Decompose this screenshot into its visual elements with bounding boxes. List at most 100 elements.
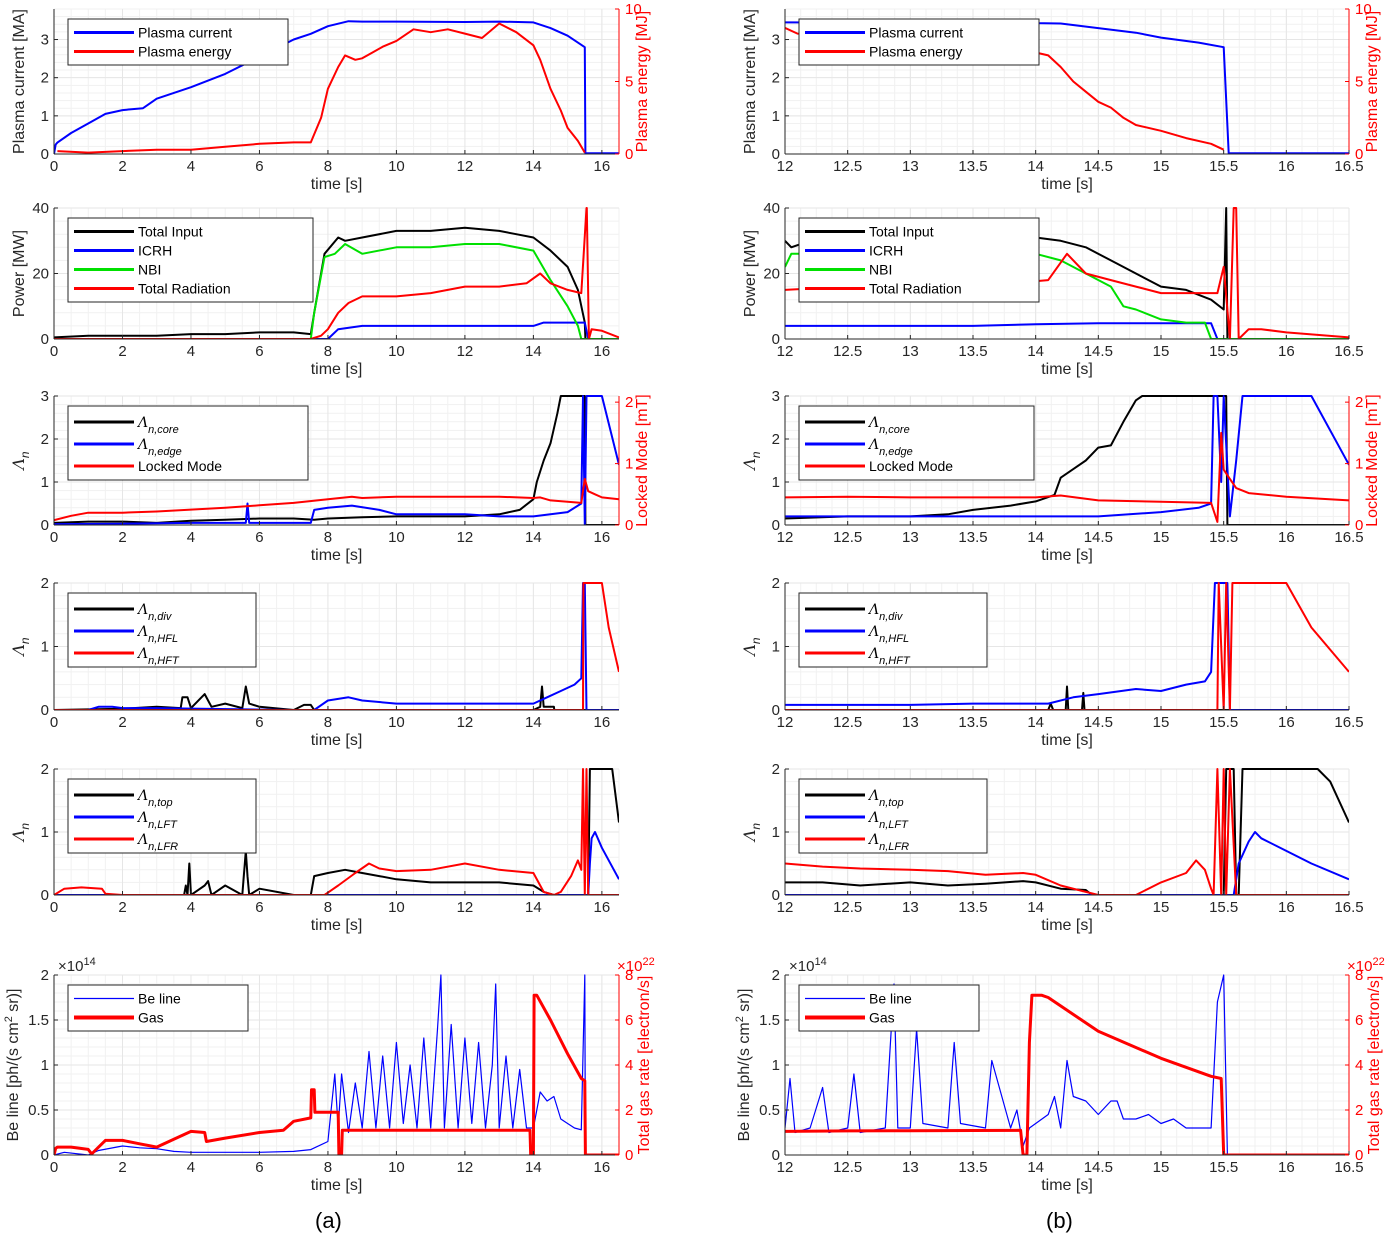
legend-label: Λn,core — [136, 415, 179, 436]
x-tick-label: 12 — [777, 899, 794, 916]
x-tick-label: 16 — [1278, 158, 1295, 175]
y-tick-label: 2 — [772, 761, 780, 778]
legend-label: NBI — [138, 262, 161, 278]
series-line--n-hfl — [785, 582, 1349, 710]
x-tick-label: 12 — [777, 529, 794, 546]
legend-lambda: Λ — [867, 832, 879, 848]
y-tick-label: 0 — [772, 331, 780, 348]
y-tick-label: 20 — [763, 266, 780, 283]
series-line--n-div — [54, 685, 619, 710]
panel-label-a: (a) — [315, 1208, 342, 1234]
y-axis-label: Be line [ph/(s cm2 sr)] — [734, 989, 753, 1142]
x-tick-label: 12 — [777, 343, 794, 360]
y-tick-label: 2 — [772, 431, 780, 448]
y-tick-label: 1 — [41, 639, 49, 656]
x-tick-label: 16 — [1278, 899, 1295, 916]
y-tick-label: 20 — [32, 266, 49, 283]
x-tick-label: 6 — [255, 714, 263, 731]
y-axis-label: Λn — [9, 451, 32, 472]
y-multiplier-right: ×1022 — [1347, 956, 1385, 975]
x-tick-label: 15.5 — [1209, 899, 1238, 916]
x-tick-label: 16.5 — [1334, 343, 1363, 360]
series-line-total-input — [54, 226, 619, 339]
legend-label: Gas — [138, 1010, 164, 1026]
y-tick-label-right: 6 — [625, 1012, 633, 1029]
y-axis-label: Λn — [740, 823, 763, 844]
chart-b2: 12 12.5 13 13.5 14 14.5 15 15.5 16 16.5 0 20 40 time … — [742, 200, 1364, 378]
y-tick-label: 1 — [772, 1057, 780, 1074]
x-tick-label: 15 — [1153, 343, 1170, 360]
x-tick-label: 14 — [1027, 899, 1044, 916]
y-axis-label-right: Total gas rate [electron/s] — [636, 976, 653, 1155]
series-group — [54, 768, 619, 895]
y-multiplier-right-base: ×10 — [617, 958, 642, 975]
legend-lambda: Λ — [867, 646, 879, 662]
series-line--n-core — [785, 395, 1349, 525]
x-tick-label: 2 — [118, 899, 126, 916]
x-tick-label: 12 — [457, 899, 474, 916]
x-tick-label: 4 — [187, 714, 195, 731]
x-tick-label: 15.5 — [1209, 158, 1238, 175]
x-tick-label: 2 — [118, 1159, 126, 1176]
y-label-sup: 2 — [734, 1016, 746, 1022]
y-axis-label: Power [MW] — [11, 230, 28, 317]
y-axis-label-right: Plasma energy [MJ] — [634, 11, 651, 152]
y-axis-label: Plasma current [MA] — [11, 9, 28, 154]
x-tick-label: 14.5 — [1084, 899, 1113, 916]
series-group — [785, 582, 1349, 710]
series-group — [54, 20, 619, 154]
series-line-gas — [54, 993, 619, 1155]
x-tick-label: 16 — [1278, 714, 1295, 731]
x-tick-label: 8 — [324, 158, 332, 175]
y-label-part: sr)] — [5, 989, 22, 1017]
legend-label: Total Input — [138, 224, 203, 240]
legend-label: Locked Mode — [138, 458, 222, 474]
legend-label: Total Radiation — [869, 281, 962, 297]
x-axis-label: time [s] — [311, 547, 363, 564]
y-axis-label: Power [MW] — [742, 230, 759, 317]
x-tick-label: 16 — [1278, 529, 1295, 546]
legend-lambda: Λ — [136, 602, 148, 618]
y-tick-label-right: 0 — [1355, 1147, 1363, 1164]
x-tick-label: 15 — [1153, 529, 1170, 546]
y-tick-label-right: 0 — [1355, 146, 1363, 163]
x-tick-label: 16 — [594, 158, 611, 175]
legend-sub: n,LFR — [879, 841, 909, 853]
x-tick-label: 14.5 — [1084, 714, 1113, 731]
legend-label: Λn,LFT — [136, 810, 178, 831]
legend-label: Λn,LFR — [136, 832, 178, 853]
x-tick-label: 0 — [50, 714, 58, 731]
legend-sub: n,core — [148, 424, 179, 436]
y-tick-label-right: 4 — [625, 1057, 633, 1074]
series-line-icrh — [785, 322, 1349, 339]
chart-b3: 12 12.5 13 13.5 14 14.5 15 15.5 16 16.50123012tim… — [740, 388, 1381, 564]
legend-sub: n,div — [879, 611, 904, 623]
x-tick-label: 6 — [255, 343, 263, 360]
legend-lambda: Λ — [867, 437, 879, 453]
y-tick-label-right: 1 — [625, 456, 633, 473]
x-tick-label: 4 — [187, 529, 195, 546]
series-line--n-edge — [785, 395, 1349, 518]
y-tick-label: 0 — [41, 702, 49, 719]
x-tick-label: 16 — [594, 714, 611, 731]
x-tick-label: 15.5 — [1209, 1159, 1238, 1176]
y-label-sub: n — [18, 637, 32, 644]
x-tick-label: 0 — [50, 899, 58, 916]
legend-sub: n,LFR — [148, 841, 178, 853]
x-axis-label: time [s] — [1041, 547, 1093, 564]
x-axis-label: time [s] — [1041, 732, 1093, 749]
y-tick-label: 3 — [772, 388, 780, 405]
x-axis-label: time [s] — [1041, 361, 1093, 378]
series-line--n-hft — [785, 582, 1349, 710]
x-tick-label: 13 — [902, 343, 919, 360]
legend-sub: n,HFL — [879, 633, 909, 645]
x-tick-label: 14.5 — [1084, 158, 1113, 175]
y-tick-label: 0 — [41, 887, 49, 904]
legend-box — [67, 984, 249, 1032]
x-tick-label: 12 — [457, 1159, 474, 1176]
series-line-be-line — [785, 974, 1349, 1155]
y-axis-label-right: Locked Mode [mT] — [634, 394, 651, 527]
y-tick-label: 0 — [772, 517, 780, 534]
x-tick-label: 15 — [1153, 1159, 1170, 1176]
